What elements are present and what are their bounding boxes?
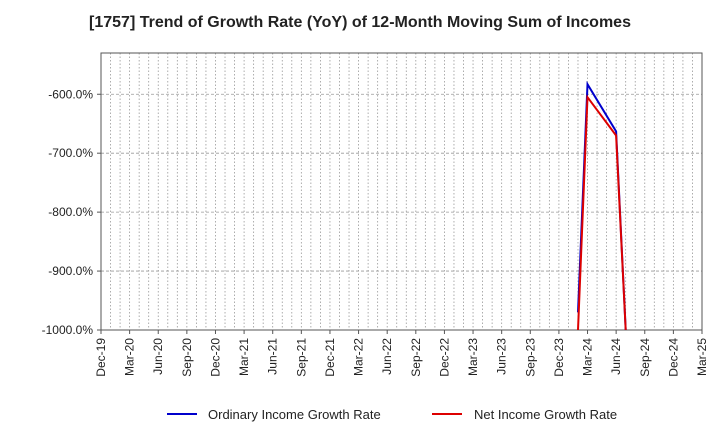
x-tick-label: Mar-24 [581,338,595,376]
y-tick-label: -900.0% [48,264,93,278]
x-tick-label: Jun-21 [266,338,280,375]
y-tick-label: -1000.0% [42,323,94,337]
x-tick-label: Dec-24 [666,338,680,377]
x-tick-label: Mar-22 [352,338,366,376]
x-tick-label: Dec-22 [437,338,451,377]
x-tick-label: Sep-22 [409,338,423,377]
x-tick-label: Sep-20 [180,338,194,377]
x-tick-label: Sep-23 [523,338,537,377]
x-tick-label: Mar-20 [123,338,137,376]
x-tick-label: Sep-21 [294,338,308,377]
x-tick-label: Mar-25 [695,338,709,376]
x-tick-label: Mar-23 [466,338,480,376]
y-tick-label: -600.0% [48,87,93,101]
x-tick-label: Dec-21 [323,338,337,377]
x-tick-label: Mar-21 [237,338,251,376]
x-tick-label: Sep-24 [638,338,652,377]
legend-label: Net Income Growth Rate [474,407,617,422]
chart-title: [1757] Trend of Growth Rate (YoY) of 12-… [89,14,631,31]
x-tick-label: Jun-24 [609,338,623,375]
y-tick-label: -800.0% [48,205,93,219]
x-tick-label: Jun-20 [151,338,165,375]
plot-border [100,52,703,331]
legend-label: Ordinary Income Growth Rate [208,407,381,422]
y-tick-label: -700.0% [48,146,93,160]
x-tick-label: Jun-23 [495,338,509,375]
series-line-net-income [577,94,627,330]
x-tick-label: Dec-19 [94,338,108,377]
x-tick-label: Dec-20 [208,338,222,377]
x-tick-label: Dec-23 [552,338,566,377]
plot-area [101,53,702,330]
x-tick-label: Jun-22 [380,338,394,375]
